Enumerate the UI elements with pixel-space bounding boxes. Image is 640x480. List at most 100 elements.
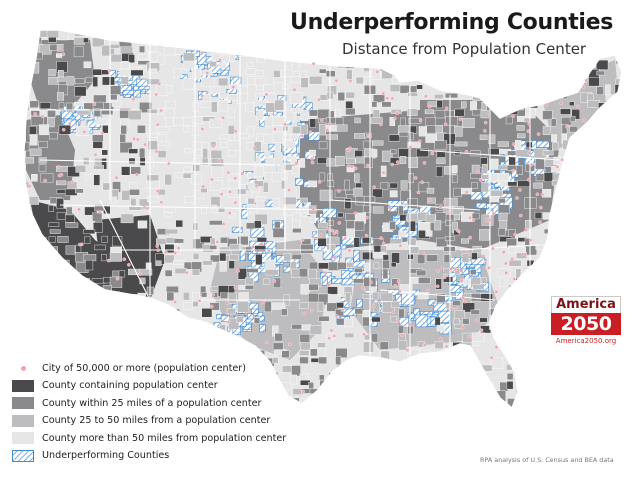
legend: City of 50,000 or more (population cente… <box>12 360 286 465</box>
city-dot <box>527 178 531 182</box>
city-dot <box>265 340 269 345</box>
city-dot <box>334 78 339 83</box>
city-dot <box>484 218 489 222</box>
city-dot <box>228 190 232 194</box>
city-dot <box>350 164 354 169</box>
city-dot <box>173 300 177 304</box>
city-dot <box>544 102 549 107</box>
city-dot <box>521 252 525 256</box>
city-dot <box>59 173 64 177</box>
city-dot <box>540 192 545 197</box>
city-dot <box>311 207 316 211</box>
city-dot <box>435 284 440 288</box>
city-dot <box>387 205 392 210</box>
city-dot <box>584 78 588 83</box>
city-dot <box>375 70 380 74</box>
city-dot <box>226 170 231 175</box>
city-dot <box>346 148 351 153</box>
legend-item-city: City of 50,000 or more (population cente… <box>12 360 286 376</box>
map-title: Underperforming Counties <box>290 10 614 35</box>
city-dot <box>348 79 353 83</box>
city-dot <box>427 104 432 109</box>
city-dot <box>369 280 373 284</box>
city-dot <box>330 228 335 233</box>
city-dot <box>78 242 82 247</box>
city-dot <box>233 285 238 290</box>
beyond50-swatch <box>12 432 34 444</box>
city-dot <box>397 289 402 294</box>
city-dot <box>379 236 383 240</box>
city-dot <box>233 129 238 134</box>
legend-item-within50: County 25 to 50 miles from a population … <box>12 413 286 429</box>
city-dot <box>173 251 177 255</box>
city-dot <box>494 345 499 349</box>
city-dot <box>555 165 560 169</box>
city-dot <box>320 118 324 123</box>
city-dot <box>487 266 491 270</box>
city-dot <box>218 58 222 62</box>
city-dot <box>539 205 543 210</box>
city-dot <box>576 104 580 109</box>
city-dot <box>421 251 426 256</box>
legend-label-underperforming: Underperforming Counties <box>42 450 170 461</box>
city-dot <box>266 248 271 253</box>
city-dot <box>362 332 366 336</box>
city-dot <box>511 114 515 118</box>
city-dot <box>461 295 465 300</box>
city-dot <box>381 242 386 246</box>
city-dot <box>93 153 98 157</box>
city-dot <box>272 279 277 283</box>
population-centers <box>28 46 588 394</box>
city-dot <box>443 200 447 204</box>
city-dot <box>515 196 519 200</box>
source-credit: RPA analysis of U.S. Census and BEA data <box>480 456 614 464</box>
city-dot <box>332 255 337 260</box>
city-dot <box>264 92 269 97</box>
city-dot <box>131 97 136 102</box>
city-dot <box>56 165 61 169</box>
city-dot <box>453 267 458 272</box>
america-2050-logo: America 2050 America2050.org <box>551 296 621 348</box>
city-dot <box>524 228 528 232</box>
city-dot <box>371 304 376 308</box>
city-dot <box>343 236 347 241</box>
city-dot <box>135 137 140 142</box>
city-dot <box>219 192 224 196</box>
city-dot <box>479 178 483 182</box>
city-dot <box>142 205 147 210</box>
city-dot <box>233 200 238 205</box>
legend-item-beyond50: County more than 50 miles from populatio… <box>12 430 286 446</box>
city-dot <box>381 91 386 96</box>
city-dot <box>582 118 586 122</box>
city-dot <box>422 161 427 165</box>
city-dot <box>529 162 534 167</box>
city-dot <box>468 216 472 220</box>
city-dot <box>77 207 81 212</box>
city-dot <box>519 213 523 218</box>
city-dot <box>390 96 395 101</box>
legend-item-containing: County containing population center <box>12 378 286 394</box>
city-dot <box>159 200 164 205</box>
city-dot <box>310 157 314 161</box>
city-dot <box>428 198 432 202</box>
city-dot <box>236 269 240 273</box>
city-dot <box>114 175 119 180</box>
city-dot <box>536 132 541 136</box>
map-subtitle: Distance from Population Center <box>342 40 587 58</box>
city-dot <box>68 121 72 126</box>
city-dot <box>353 166 358 171</box>
city-dot <box>240 171 244 176</box>
city-dot <box>435 269 440 273</box>
city-dot <box>43 178 47 183</box>
city-dot <box>326 227 330 231</box>
city-dot <box>483 120 488 125</box>
logo-line-2050: 2050 <box>551 313 621 335</box>
city-dot <box>408 145 413 149</box>
city-dot <box>400 333 404 338</box>
city-dot <box>57 46 62 50</box>
city-dot <box>476 170 480 175</box>
legend-label-within50: County 25 to 50 miles from a population … <box>42 415 271 426</box>
city-dot <box>159 108 163 113</box>
city-dot <box>127 263 131 267</box>
